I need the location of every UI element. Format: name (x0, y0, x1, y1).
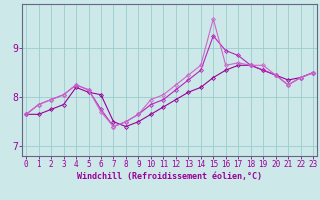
X-axis label: Windchill (Refroidissement éolien,°C): Windchill (Refroidissement éolien,°C) (77, 172, 262, 181)
